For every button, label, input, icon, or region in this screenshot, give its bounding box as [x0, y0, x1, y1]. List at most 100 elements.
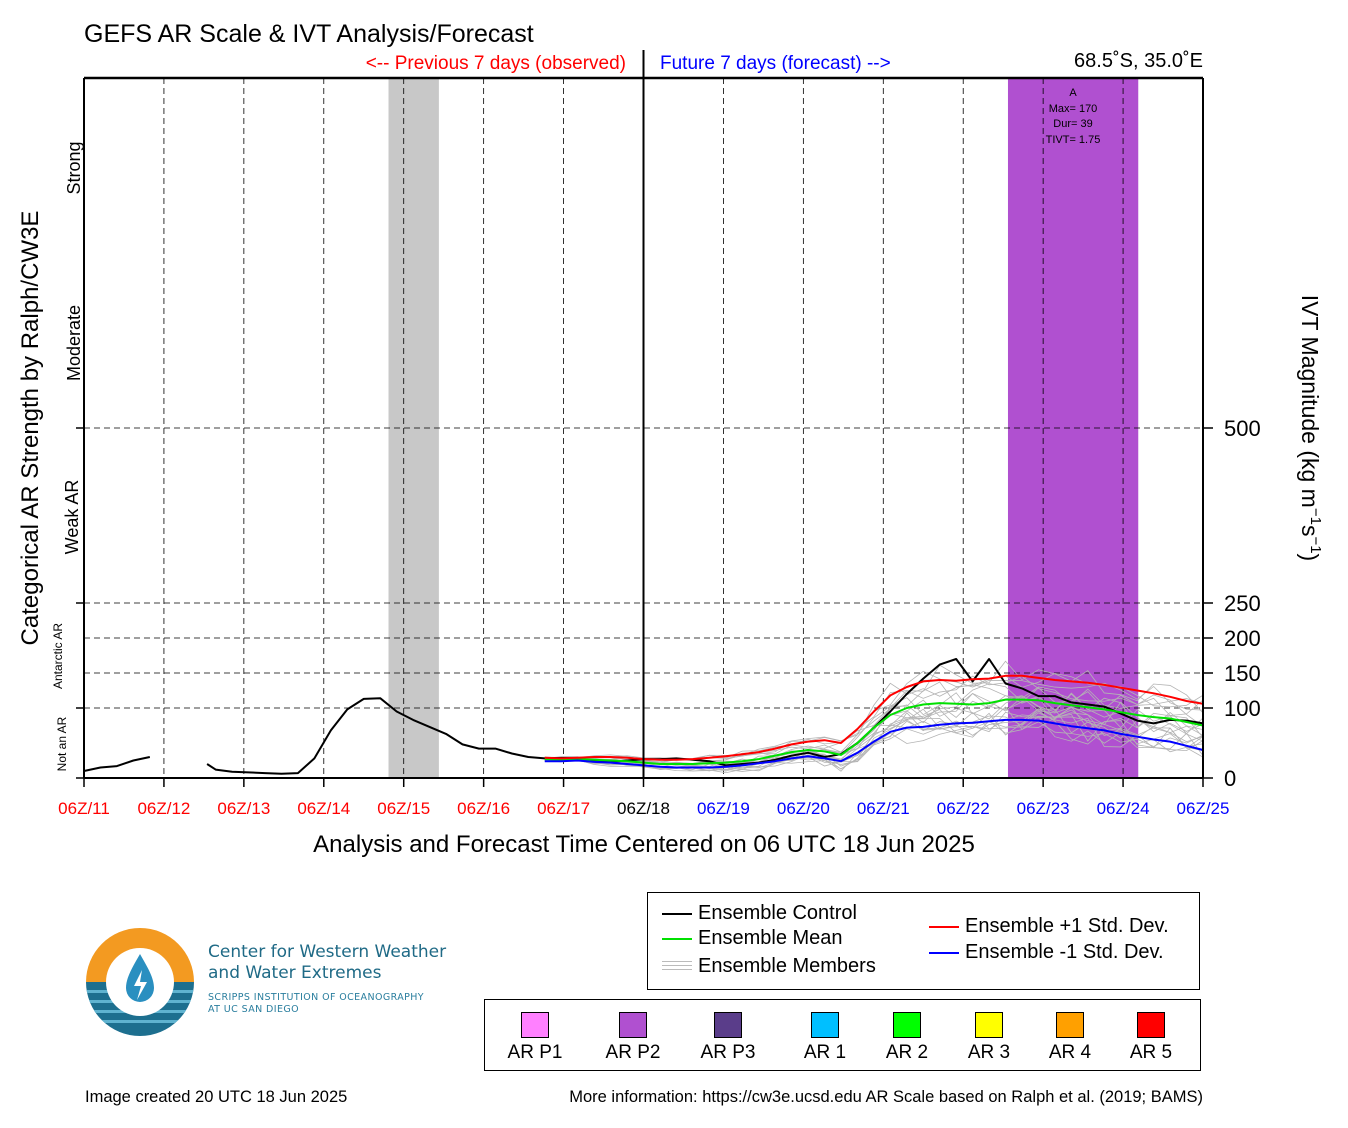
category-moderate: Moderate [64, 305, 84, 381]
scale-item-ar-2: AR 2 [867, 1012, 947, 1064]
category-not-ar: Not an AR [55, 716, 69, 771]
x-tick-label: 06Z/25 [1177, 799, 1230, 818]
logo-subtitle: SCRIPPS INSTITUTION OF OCEANOGRAPHY AT U… [208, 992, 424, 1016]
scale-label-ar-5: AR 5 [1129, 1042, 1173, 1063]
x-tick-label: 06Z/19 [697, 799, 750, 818]
y-tick-label: 0 [1224, 766, 1236, 791]
legend-control-label: Ensemble Control [698, 902, 857, 924]
logo-line3: SCRIPPS INSTITUTION OF OCEANOGRAPHY [208, 992, 424, 1003]
scale-item-ar-p2: AR P2 [593, 1012, 673, 1064]
x-tick-label: 06Z/24 [1097, 799, 1150, 818]
legend-members-swatch [662, 960, 692, 973]
ylabel-right-main: IVT Magnitude (kg m [1297, 295, 1323, 508]
ensemble-member-line [544, 660, 1204, 761]
legend-members: Ensemble Members [662, 955, 876, 978]
scale-label-ar-1: AR 1 [803, 1042, 847, 1063]
legend-minus-std-swatch [929, 951, 959, 954]
scale-swatch-ar-1 [811, 1012, 839, 1038]
category-antarctic: Antarctic AR [51, 623, 65, 689]
x-axis-label: Analysis and Forecast Time Centered on 0… [313, 831, 975, 858]
logo-line2: and Water Extremes [208, 963, 382, 983]
y-axis-label-left: Categorical AR Strength by Ralph/CW3E [17, 211, 44, 646]
scale-item-ar-3: AR 3 [949, 1012, 1029, 1064]
legend-control: Ensemble Control [662, 902, 857, 925]
scale-swatch-ar-3 [975, 1012, 1003, 1038]
logo-line4: AT UC SAN DIEGO [208, 1004, 299, 1015]
y-tick-label: 250 [1224, 591, 1261, 616]
x-tick-label: 06Z/14 [297, 799, 350, 818]
legend-plus-std-label: Ensemble +1 Std. Dev. [965, 915, 1169, 937]
x-tick-label: 06Z/21 [857, 799, 910, 818]
footer-created: Image created 20 UTC 18 Jun 2025 [85, 1088, 348, 1106]
legend-mean: Ensemble Mean [662, 927, 843, 950]
legend-minus-std: Ensemble -1 Std. Dev. [929, 941, 1164, 964]
logo-line1: Center for Western Weather [208, 942, 447, 962]
future-label: Future 7 days (forecast) --> [660, 53, 891, 74]
y-axis-label-right: IVT Magnitude (kg m−1s−1) [1297, 295, 1324, 561]
series-ensemble-1-std-dev-line [544, 674, 1204, 761]
ar-event-tivt: TIVT= 1.75 [1046, 134, 1101, 146]
ylabel-right-sup2: −1 [1307, 536, 1324, 553]
scale-swatch-ar-4 [1056, 1012, 1084, 1038]
legend: Ensemble Control Ensemble Mean Ensemble … [647, 892, 1200, 990]
x-tick-label: 06Z/22 [937, 799, 990, 818]
ar-event-max: Max= 170 [1049, 103, 1098, 115]
scale-label-ar-p2: AR P2 [605, 1042, 661, 1063]
category-strong: Strong [64, 141, 84, 194]
ar-event-label: A [1069, 87, 1077, 99]
legend-members-label: Ensemble Members [698, 955, 876, 977]
x-tick-label: 06Z/11 [58, 799, 110, 818]
logo-title: Center for Western Weather and Water Ext… [208, 942, 446, 984]
legend-control-swatch [662, 912, 692, 915]
x-tick-label: 06Z/16 [457, 799, 510, 818]
series-ensemble-control-line [206, 658, 1204, 775]
series-ensemble-1-std-dev-line [544, 718, 1204, 769]
y-tick-label: 100 [1224, 696, 1261, 721]
category-weak: Weak AR [62, 480, 82, 555]
chart-title: GEFS AR Scale & IVT Analysis/Forecast [84, 20, 534, 48]
x-tick-label: 06Z/23 [1017, 799, 1070, 818]
scale-swatch-ar-p2 [619, 1012, 647, 1038]
scale-label-ar-3: AR 3 [967, 1042, 1011, 1063]
x-tick-label: 06Z/13 [217, 799, 270, 818]
y-tick-label: 200 [1224, 626, 1261, 651]
ensemble-member-line [544, 681, 1204, 764]
ar-scale-legend: AR P1 AR P2 AR P3 AR 1 AR 2 AR 3 AR 4 AR… [484, 999, 1201, 1071]
scale-label-ar-p3: AR P3 [700, 1042, 756, 1063]
location-label: 68.5˚S, 35.0˚E [1074, 50, 1203, 72]
previous-label: <-- Previous 7 days (observed) [366, 53, 626, 74]
legend-plus-std: Ensemble +1 Std. Dev. [929, 915, 1169, 938]
y-tick-label: 500 [1224, 416, 1261, 441]
cw3e-logo-mark [86, 928, 194, 1036]
series-ensemble-mean-line [544, 698, 1204, 765]
x-tick-label: 06Z/12 [137, 799, 190, 818]
cw3e-logo: Center for Western Weather and Water Ext… [84, 926, 484, 1038]
legend-minus-std-label: Ensemble -1 Std. Dev. [965, 941, 1164, 963]
y-tick-label: 150 [1224, 661, 1261, 686]
scale-item-ar-5: AR 5 [1111, 1012, 1191, 1064]
legend-mean-label: Ensemble Mean [698, 927, 843, 949]
x-tick-label: 06Z/17 [537, 799, 590, 818]
scale-label-ar-p1: AR P1 [507, 1042, 563, 1063]
scale-item-ar-p1: AR P1 [495, 1012, 575, 1064]
scale-label-ar-4: AR 4 [1048, 1042, 1092, 1063]
x-tick-label: 06Z/15 [377, 799, 430, 818]
scale-item-ar-1: AR 1 [785, 1012, 865, 1064]
scale-label-ar-2: AR 2 [885, 1042, 929, 1063]
x-tick-label: 06Z/18 [617, 799, 670, 818]
legend-mean-swatch [662, 937, 692, 940]
legend-plus-std-swatch [929, 925, 959, 928]
scale-swatch-ar-p3 [714, 1012, 742, 1038]
ylabel-right-end: ) [1297, 554, 1323, 562]
ylabel-right-sup1: −1 [1307, 508, 1324, 525]
scale-swatch-ar-5 [1137, 1012, 1165, 1038]
scale-swatch-ar-2 [893, 1012, 921, 1038]
scale-swatch-ar-p1 [521, 1012, 549, 1038]
ensemble-member-line [544, 710, 1204, 772]
scale-item-ar-4: AR 4 [1030, 1012, 1110, 1064]
scale-item-ar-p3: AR P3 [688, 1012, 768, 1064]
x-tick-label: 06Z/20 [777, 799, 830, 818]
footer-info: More information: https://cw3e.ucsd.edu … [569, 1088, 1203, 1106]
ylabel-right-mid: s [1297, 525, 1323, 537]
